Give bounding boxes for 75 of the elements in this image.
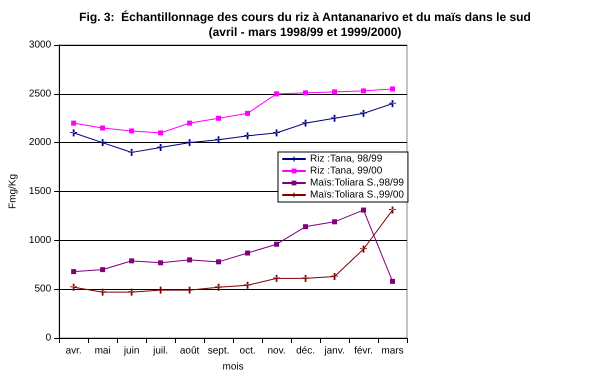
point xyxy=(360,110,368,117)
legend-label: Maïs:Toliara S.,98/99 xyxy=(310,178,404,188)
point xyxy=(303,224,308,230)
y-axis-title: Fmg/Kg xyxy=(8,174,18,210)
legend-label: Maïs:Toliara S.,99/00 xyxy=(310,190,404,200)
x-tick-label: mai xyxy=(94,346,111,356)
point xyxy=(273,274,280,282)
point xyxy=(215,284,222,291)
point xyxy=(303,90,308,96)
point xyxy=(71,269,76,274)
x-tick-label: sept. xyxy=(208,346,230,356)
point xyxy=(186,139,194,146)
point xyxy=(332,89,338,94)
point xyxy=(273,129,280,136)
point xyxy=(99,288,106,296)
x-tick-label: janv. xyxy=(323,346,345,356)
point xyxy=(390,86,396,92)
point xyxy=(245,110,250,116)
point xyxy=(187,120,192,126)
point xyxy=(331,114,338,122)
point xyxy=(129,258,134,264)
point xyxy=(128,148,136,156)
point xyxy=(302,120,310,127)
point xyxy=(332,219,338,224)
point xyxy=(274,91,280,96)
y-tick-label: 1000 xyxy=(28,234,52,246)
point xyxy=(158,260,164,266)
x-tick-label: avr. xyxy=(66,346,82,356)
point xyxy=(302,274,310,282)
point xyxy=(129,128,134,134)
x-tick-label: mars xyxy=(381,346,404,356)
point xyxy=(215,136,222,144)
x-tick-label: déc. xyxy=(296,346,315,356)
point xyxy=(99,139,106,146)
x-tick-label: nov. xyxy=(267,346,286,356)
x-tick-label: août xyxy=(180,346,200,356)
point xyxy=(331,272,338,280)
point xyxy=(389,206,396,214)
point xyxy=(390,278,396,284)
y-tick-label: 0 xyxy=(46,332,52,344)
x-tick-label: oct. xyxy=(240,346,256,356)
point xyxy=(216,116,222,121)
point xyxy=(187,257,192,262)
point xyxy=(158,130,164,136)
point xyxy=(70,129,78,136)
point xyxy=(157,286,164,294)
point xyxy=(361,208,366,213)
point xyxy=(361,88,366,94)
point xyxy=(244,282,252,289)
chart-title: Fig. 3: Échantillonnage des cours du riz à Antananarivo et du maïs dans le sud xyxy=(79,10,531,24)
point xyxy=(244,132,252,140)
y-tick-label: 3000 xyxy=(28,40,52,50)
x-tick-label: juil. xyxy=(152,346,168,356)
legend-label: Riz :Tana, 99/00 xyxy=(310,166,383,176)
x-axis-title: mois xyxy=(222,362,244,372)
point xyxy=(186,286,194,294)
point xyxy=(216,259,222,264)
y-tick-label: 2500 xyxy=(28,88,52,100)
point xyxy=(157,144,164,152)
point xyxy=(274,242,280,247)
point xyxy=(389,100,396,108)
x-tick-label: févr. xyxy=(354,346,373,356)
y-tick-label: 2000 xyxy=(28,137,52,148)
legend-label: Riz :Tana, 98/99 xyxy=(310,154,383,164)
point xyxy=(100,267,106,272)
point xyxy=(100,126,106,131)
point xyxy=(360,246,368,253)
point xyxy=(71,120,76,126)
x-tick-label: juin xyxy=(122,346,140,356)
y-tick-label: 1500 xyxy=(28,186,52,197)
chart-subtitle: (avril - mars 1998/99 et 1999/2000) xyxy=(208,25,402,39)
y-tick-label: 500 xyxy=(34,284,52,295)
point xyxy=(128,288,136,296)
point xyxy=(245,250,250,256)
point xyxy=(70,284,78,291)
